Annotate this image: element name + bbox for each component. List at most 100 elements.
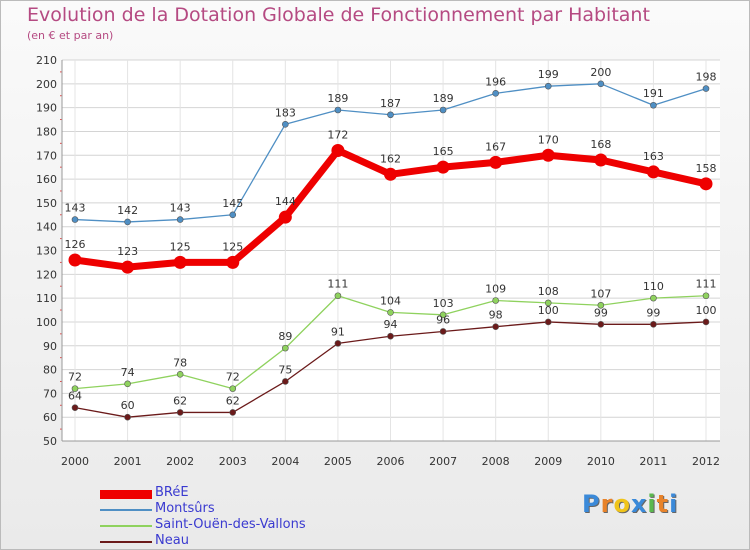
data-label-neau: 75 — [278, 363, 292, 376]
data-point-neau — [387, 332, 394, 340]
data-label-bree: 167 — [485, 140, 506, 153]
data-point-bree — [384, 167, 397, 181]
y-tick-label: 160 — [36, 173, 57, 186]
y-tick-label: 140 — [36, 221, 57, 234]
data-label-bree: 144 — [275, 195, 296, 208]
data-point-neau — [71, 404, 79, 411]
legend-label: Neau — [155, 533, 189, 548]
data-label-saint-ouen-des-vallons: 89 — [278, 330, 292, 343]
legend-swatch — [100, 509, 152, 511]
y-tick-label: 70 — [43, 387, 57, 400]
data-point-montsurs — [597, 80, 605, 88]
data-label-saint-ouen-des-vallons: 109 — [485, 283, 506, 296]
data-point-montsurs — [282, 120, 289, 128]
y-tick-label: 210 — [36, 54, 57, 67]
data-point-montsurs — [334, 106, 342, 114]
data-label-montsurs: 187 — [380, 97, 401, 110]
data-label-bree: 163 — [643, 150, 664, 163]
x-tick-label: 2006 — [377, 455, 405, 468]
data-label-saint-ouen-des-vallons: 110 — [643, 280, 664, 293]
data-point-saint-ouen-des-vallons — [229, 385, 237, 392]
data-point-saint-ouen-des-vallons — [597, 301, 605, 309]
data-point-bree — [278, 210, 292, 224]
data-label-montsurs: 143 — [65, 202, 86, 215]
data-point-saint-ouen-des-vallons — [176, 371, 184, 378]
data-point-montsurs — [71, 216, 79, 223]
x-tick-label: 2005 — [324, 455, 352, 468]
legend-label: BRéE — [155, 485, 189, 500]
data-label-saint-ouen-des-vallons: 104 — [380, 294, 401, 307]
y-tick-label: 50 — [43, 435, 57, 448]
data-point-bree — [226, 255, 240, 269]
y-tick-label: 130 — [36, 245, 57, 258]
data-label-montsurs: 183 — [275, 106, 296, 119]
data-label-bree: 158 — [696, 162, 717, 175]
data-point-saint-ouen-des-vallons — [439, 311, 447, 319]
data-label-neau: 62 — [226, 394, 240, 407]
data-label-neau: 60 — [121, 399, 135, 412]
data-label-saint-ouen-des-vallons: 78 — [173, 356, 187, 369]
data-point-bree — [541, 148, 555, 162]
data-point-neau — [282, 378, 289, 385]
x-tick-label: 2001 — [114, 455, 142, 468]
data-label-montsurs: 142 — [117, 204, 138, 217]
x-tick-label: 2000 — [61, 455, 89, 468]
legend-swatch — [100, 541, 152, 543]
x-tick-label: 2003 — [219, 455, 247, 468]
legend-label: Saint-Ouën-des-Vallons — [155, 517, 306, 532]
data-point-bree — [699, 177, 713, 191]
data-point-neau — [702, 318, 710, 326]
data-label-neau: 96 — [436, 313, 450, 326]
y-tick-label: 100 — [36, 316, 57, 329]
data-point-neau — [229, 409, 237, 416]
data-label-neau: 98 — [489, 309, 503, 322]
data-label-montsurs: 189 — [433, 92, 454, 105]
data-label-saint-ouen-des-vallons: 111 — [696, 278, 717, 291]
data-label-neau: 99 — [594, 306, 608, 319]
data-label-saint-ouen-des-vallons: 107 — [590, 287, 611, 300]
data-label-neau: 64 — [68, 390, 82, 403]
x-tick-label: 2012 — [692, 455, 720, 468]
data-point-neau — [439, 328, 447, 335]
x-tick-label: 2004 — [271, 455, 299, 468]
data-label-bree: 162 — [380, 152, 401, 165]
data-label-montsurs: 189 — [327, 92, 348, 105]
data-label-montsurs: 200 — [590, 66, 611, 79]
data-point-saint-ouen-des-vallons — [282, 344, 289, 352]
y-tick-label: 60 — [43, 411, 57, 424]
chart-title: Evolution de la Dotation Globale de Fonc… — [27, 4, 650, 26]
data-label-bree: 172 — [327, 128, 348, 141]
y-tick-label: 110 — [36, 292, 57, 305]
data-point-montsurs — [544, 82, 552, 90]
data-label-montsurs: 198 — [696, 71, 717, 84]
y-tick-label: 90 — [43, 340, 57, 353]
data-label-saint-ouen-des-vallons: 72 — [226, 371, 240, 384]
data-label-neau: 62 — [173, 394, 187, 407]
data-label-montsurs: 145 — [222, 197, 243, 210]
data-label-saint-ouen-des-vallons: 72 — [68, 371, 82, 384]
legend-label: Montsûrs — [155, 501, 215, 516]
data-point-montsurs — [439, 106, 447, 114]
data-point-bree — [489, 155, 503, 169]
data-label-neau: 99 — [646, 306, 660, 319]
data-point-saint-ouen-des-vallons — [334, 292, 342, 300]
x-tick-label: 2007 — [429, 455, 457, 468]
data-point-montsurs — [176, 216, 184, 223]
y-tick-label: 200 — [36, 78, 57, 91]
x-tick-label: 2009 — [534, 455, 562, 468]
data-point-neau — [124, 413, 131, 421]
data-point-bree — [121, 260, 135, 274]
data-label-bree: 165 — [433, 145, 454, 158]
proxiti-logo: Proxiti — [582, 490, 679, 518]
data-point-montsurs — [387, 111, 394, 119]
data-label-neau: 94 — [384, 318, 398, 331]
data-point-neau — [176, 409, 184, 416]
data-point-saint-ouen-des-vallons — [387, 309, 394, 316]
data-point-bree — [68, 253, 82, 267]
x-tick-label: 2010 — [587, 455, 615, 468]
x-tick-label: 2002 — [166, 455, 194, 468]
data-point-montsurs — [124, 218, 131, 226]
data-label-bree: 168 — [590, 138, 611, 151]
data-label-neau: 100 — [538, 304, 559, 317]
